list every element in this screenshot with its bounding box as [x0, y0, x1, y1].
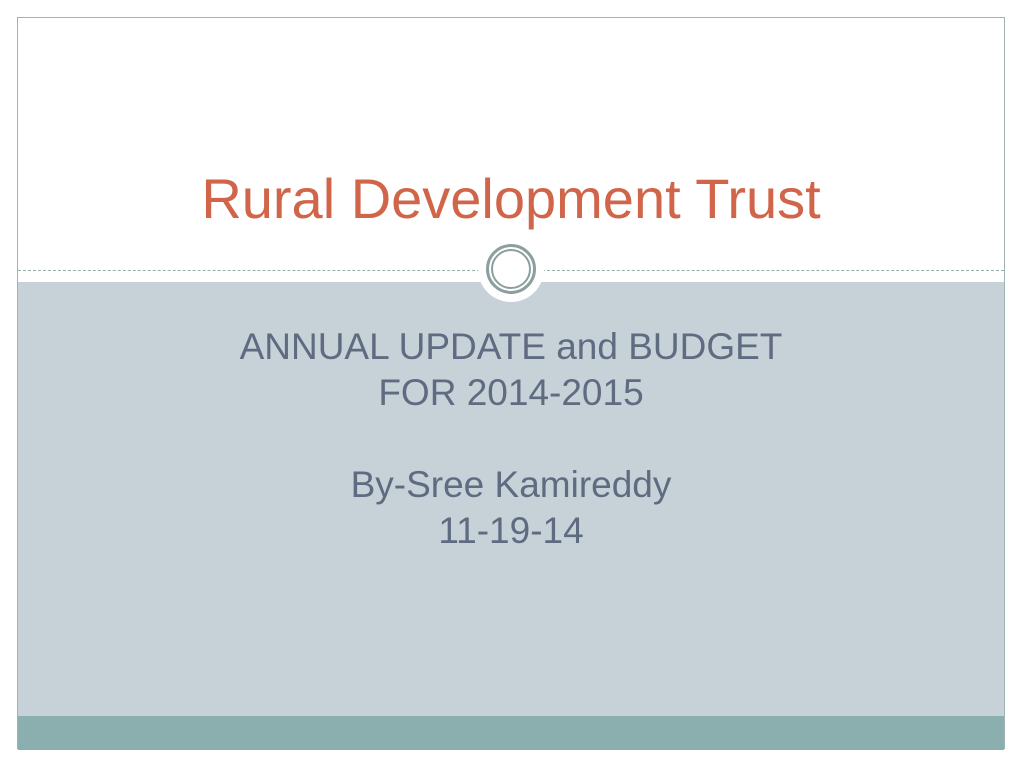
ornament-layer — [17, 17, 1005, 749]
content-area — [18, 282, 1004, 716]
subtitle-line: FOR 2014-2015 — [378, 372, 644, 413]
ring-outer-icon — [486, 244, 536, 294]
ring-inner-icon — [491, 249, 531, 289]
author-line: By-Sree Kamireddy — [350, 464, 672, 505]
slide-title: Rural Development Trust — [201, 167, 821, 230]
slide: Rural Development Trust ANNUAL UPDATE an… — [17, 17, 1005, 750]
subtitle-line: ANNUAL UPDATE and BUDGET — [239, 326, 783, 367]
slide-subtitle: ANNUAL UPDATE and BUDGET FOR 2014-2015 B… — [18, 324, 1004, 554]
footer-band — [18, 716, 1004, 750]
date-line: 11-19-14 — [438, 510, 584, 551]
